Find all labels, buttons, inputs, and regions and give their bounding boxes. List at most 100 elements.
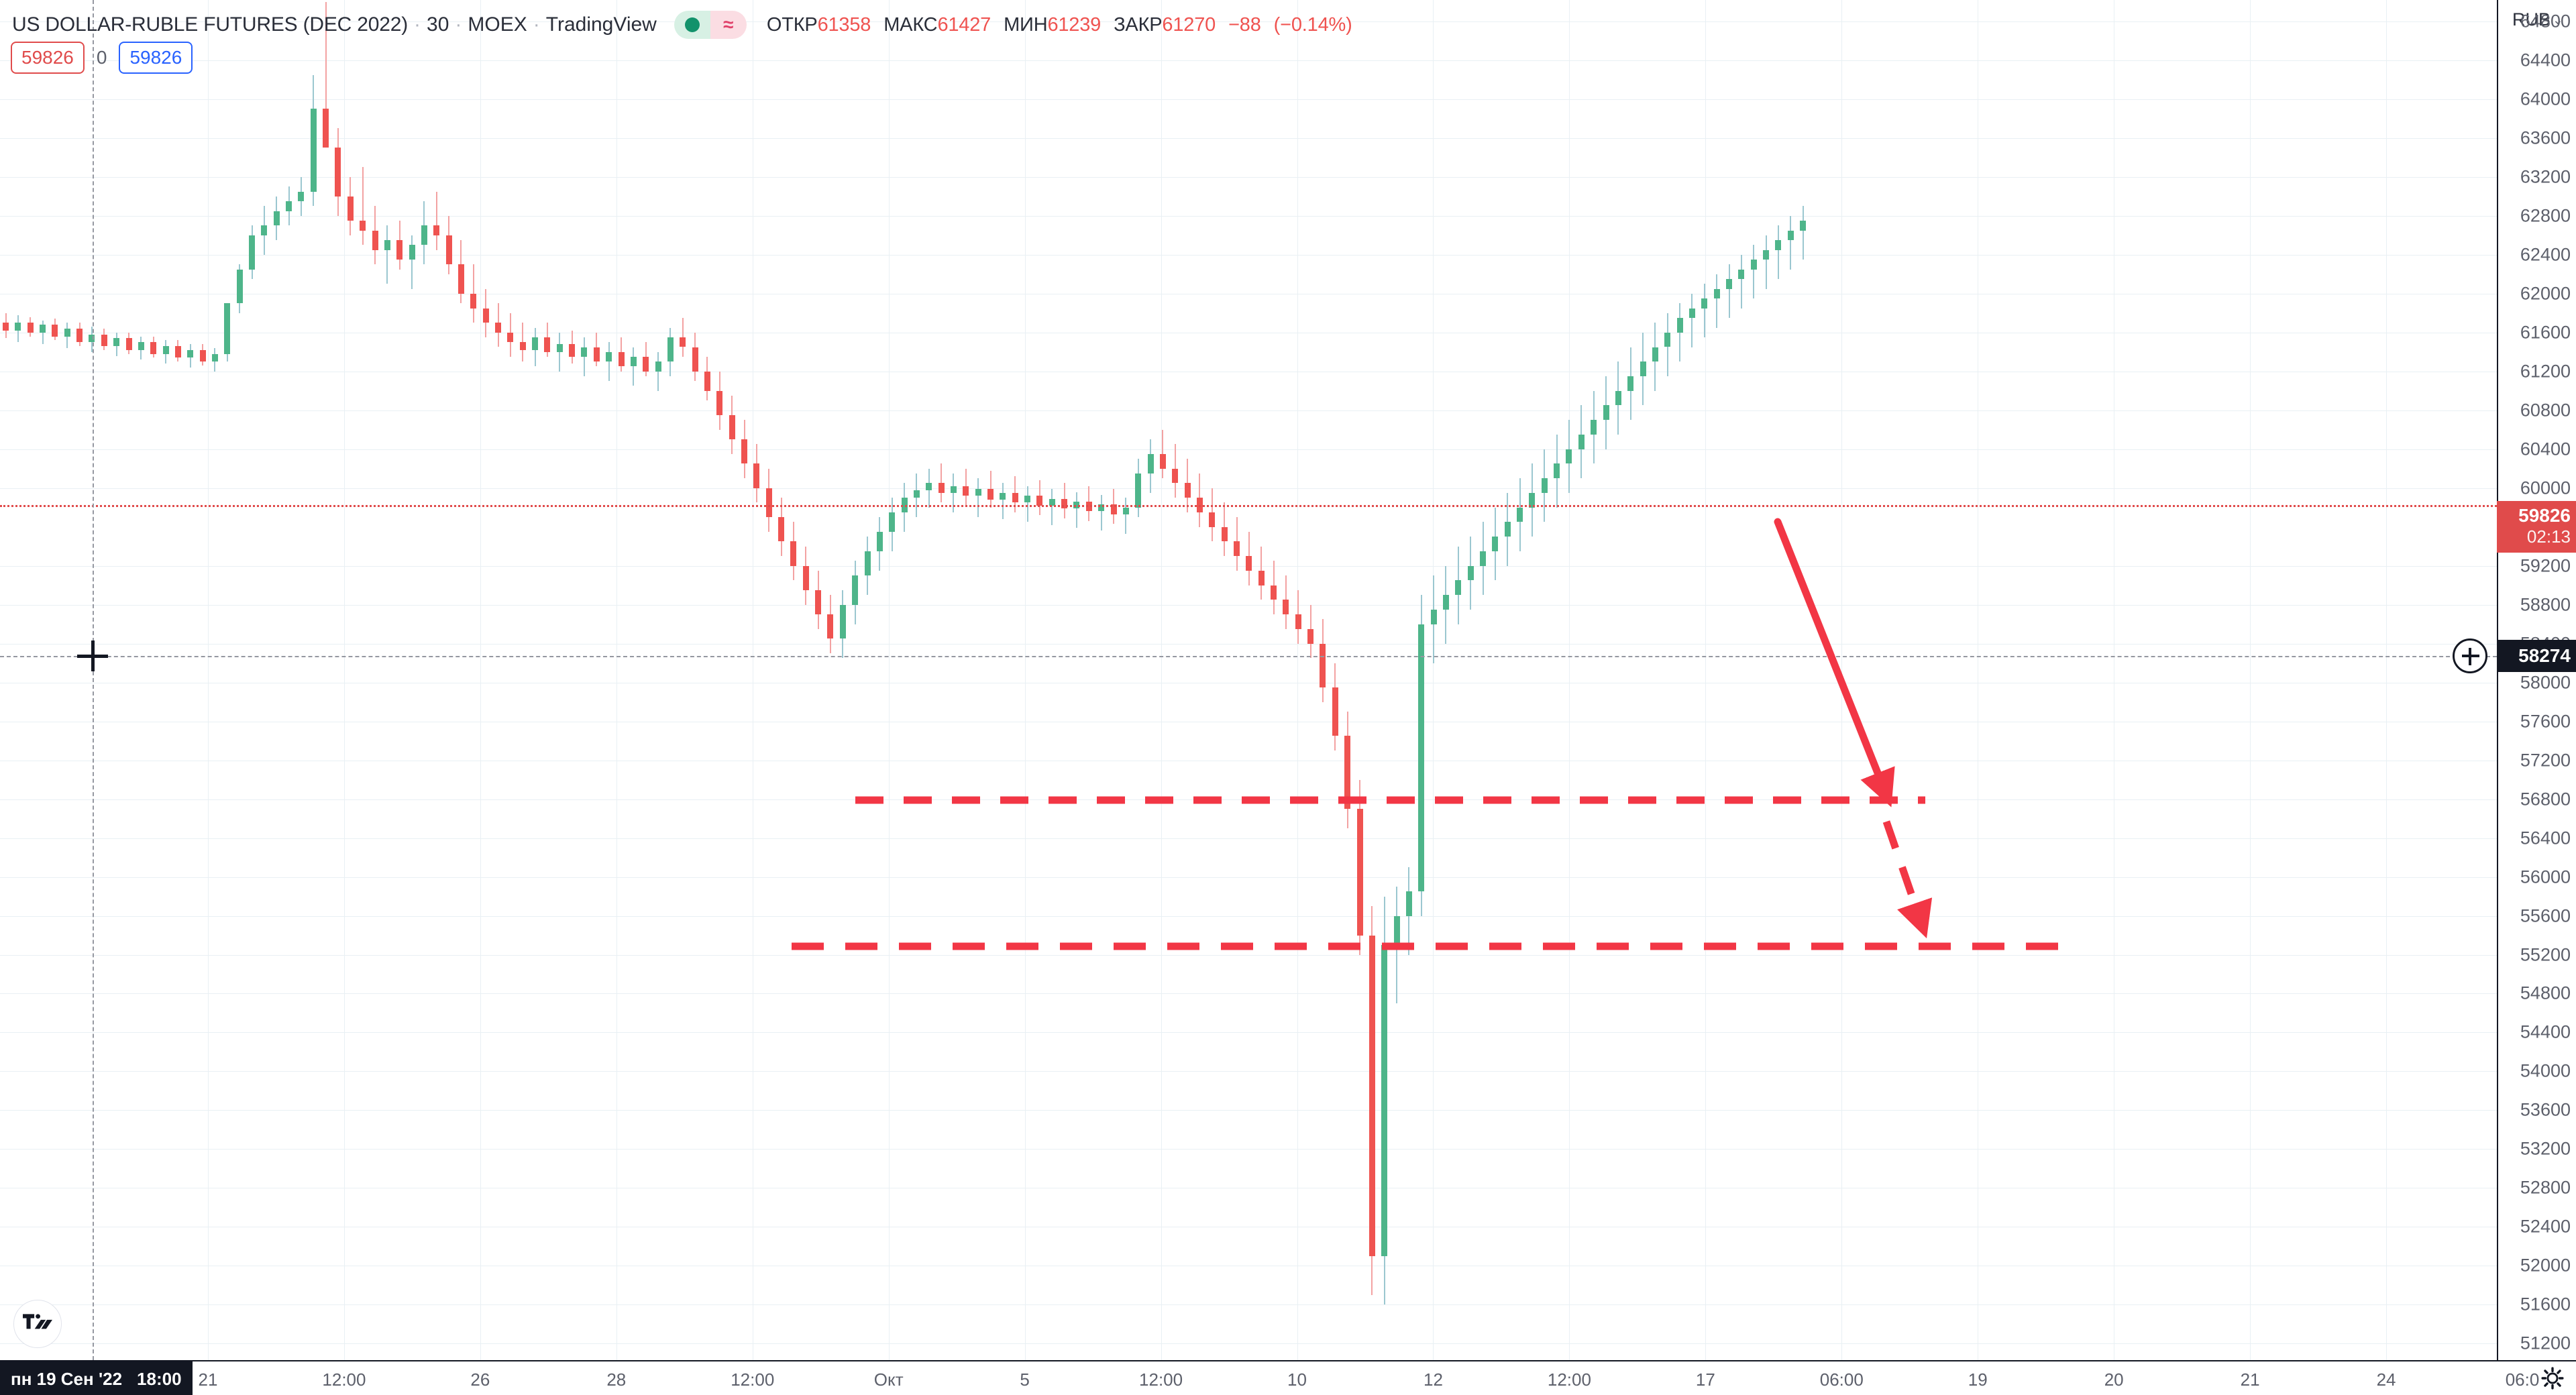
candle-body bbox=[1271, 585, 1277, 600]
candle-body bbox=[101, 334, 107, 347]
candle-body bbox=[211, 353, 218, 362]
candle-body bbox=[938, 483, 945, 493]
candle-body bbox=[89, 334, 95, 343]
price-tick: 51200 bbox=[2520, 1333, 2571, 1353]
candle-body bbox=[556, 344, 563, 352]
candle-body bbox=[1763, 249, 1770, 260]
candle-wick bbox=[1716, 274, 1718, 328]
grid-line-horizontal bbox=[0, 1304, 2497, 1306]
grid-line-horizontal bbox=[0, 1071, 2497, 1072]
candle-body bbox=[1122, 507, 1129, 514]
gear-icon[interactable] bbox=[2541, 1367, 2564, 1390]
price-scale[interactable]: RUB ⌄ 64800 64400 64000 63600 63200 62800 62400… bbox=[2497, 0, 2576, 1360]
candle-body bbox=[1295, 614, 1301, 629]
bar-countdown: 02:13 bbox=[2526, 526, 2571, 547]
candle-body bbox=[372, 230, 378, 250]
candle-wick bbox=[633, 347, 635, 386]
price-badge-red[interactable]: 59826 bbox=[11, 42, 85, 74]
candle-body bbox=[1664, 332, 1671, 347]
time-tick: 12:00 bbox=[731, 1370, 775, 1390]
time-tick: 12:00 bbox=[1139, 1370, 1183, 1390]
candle-wick bbox=[953, 473, 955, 512]
price-tick: 60000 bbox=[2520, 478, 2571, 498]
candle-wick bbox=[1777, 225, 1779, 280]
grid-line-vertical bbox=[1024, 0, 1026, 1360]
candle-body bbox=[704, 371, 710, 391]
candle-wick bbox=[472, 264, 474, 323]
crosshair-date: пн 19 Сен '22 bbox=[11, 1368, 123, 1389]
crosshair-time-badge: пн 19 Сен '22 18:00 bbox=[0, 1361, 193, 1395]
plus-circle-icon[interactable] bbox=[2453, 638, 2487, 673]
chart-plot-area[interactable] bbox=[0, 0, 2497, 1360]
candle-body bbox=[1184, 483, 1191, 498]
candle-body bbox=[606, 351, 612, 362]
grid-line-horizontal bbox=[0, 643, 2497, 645]
price-tick: 54400 bbox=[2520, 1021, 2571, 1042]
price-badge-blue[interactable]: 59826 bbox=[119, 42, 193, 74]
candle-body bbox=[1442, 595, 1449, 610]
candle-body bbox=[532, 337, 539, 350]
candle-body bbox=[15, 323, 21, 331]
grid-line-horizontal bbox=[0, 954, 2497, 956]
candle-body bbox=[741, 439, 747, 464]
price-tick: 52400 bbox=[2520, 1216, 2571, 1237]
time-tick: 19 bbox=[1968, 1370, 1988, 1390]
candle-body bbox=[1147, 453, 1154, 473]
candle-body bbox=[1492, 537, 1499, 551]
last-price-badge[interactable]: 59826 02:13 bbox=[2497, 500, 2576, 553]
currency-selector[interactable]: RUB ⌄ bbox=[2498, 9, 2576, 30]
tradingview-logo-icon[interactable] bbox=[13, 1300, 62, 1348]
candle-body bbox=[1320, 643, 1326, 687]
candle-body bbox=[1344, 736, 1351, 810]
time-tick: 5 bbox=[1020, 1370, 1030, 1390]
candle-body bbox=[335, 148, 341, 197]
candle-body bbox=[1393, 915, 1400, 945]
price-tick: 61200 bbox=[2520, 361, 2571, 382]
candle-wick bbox=[42, 321, 44, 345]
candle-wick bbox=[977, 478, 979, 518]
price-tick: 64400 bbox=[2520, 50, 2571, 70]
candle-body bbox=[323, 109, 329, 148]
left-price-badges[interactable]: 59826 0 59826 bbox=[11, 42, 193, 74]
candle-body bbox=[1098, 504, 1105, 512]
grid-line-horizontal bbox=[0, 877, 2497, 878]
candle-body bbox=[3, 323, 9, 331]
grid-line-vertical bbox=[1705, 0, 1707, 1360]
candle-body bbox=[1566, 449, 1572, 464]
candle-body bbox=[802, 565, 809, 590]
candle-body bbox=[261, 225, 268, 235]
candle-body bbox=[630, 357, 637, 367]
price-tick: 54000 bbox=[2520, 1060, 2571, 1081]
candle-body bbox=[716, 390, 723, 415]
candle-wick bbox=[362, 167, 364, 245]
candle-body bbox=[236, 269, 243, 304]
grid-line-vertical bbox=[1569, 0, 1570, 1360]
grid-line-vertical bbox=[1433, 0, 1434, 1360]
crosshair-price-badge: 58274 bbox=[2497, 639, 2576, 672]
candle-body bbox=[273, 211, 280, 226]
grid-line-horizontal bbox=[0, 449, 2497, 450]
drawing-arrow-leg2[interactable] bbox=[1882, 820, 1933, 939]
candle-body bbox=[1024, 496, 1031, 503]
candle-body bbox=[1221, 526, 1228, 542]
candle-body bbox=[1234, 541, 1240, 557]
price-tick: 55600 bbox=[2520, 905, 2571, 926]
candle-body bbox=[643, 357, 649, 372]
drawing-annotations[interactable] bbox=[0, 0, 2497, 1360]
drawing-arrow-leg1[interactable] bbox=[1774, 518, 1895, 807]
time-tick: 12 bbox=[1424, 1370, 1443, 1390]
price-tick: 61600 bbox=[2520, 322, 2571, 343]
candle-body bbox=[76, 328, 83, 343]
candle-body bbox=[680, 337, 686, 347]
grid-line-horizontal bbox=[0, 838, 2497, 839]
candle-body bbox=[396, 240, 403, 260]
grid-line-horizontal bbox=[0, 21, 2497, 22]
candle-body bbox=[162, 346, 169, 354]
time-scale[interactable]: 21 12:00 26 28 12:00 Окт 5 12:00 10 12 12:00 17 06:0… bbox=[0, 1360, 2576, 1395]
candle-body bbox=[864, 551, 871, 576]
candle-body bbox=[593, 347, 600, 362]
price-tick: 56000 bbox=[2520, 867, 2571, 887]
price-tick: 56400 bbox=[2520, 828, 2571, 848]
price-tick: 57200 bbox=[2520, 750, 2571, 771]
